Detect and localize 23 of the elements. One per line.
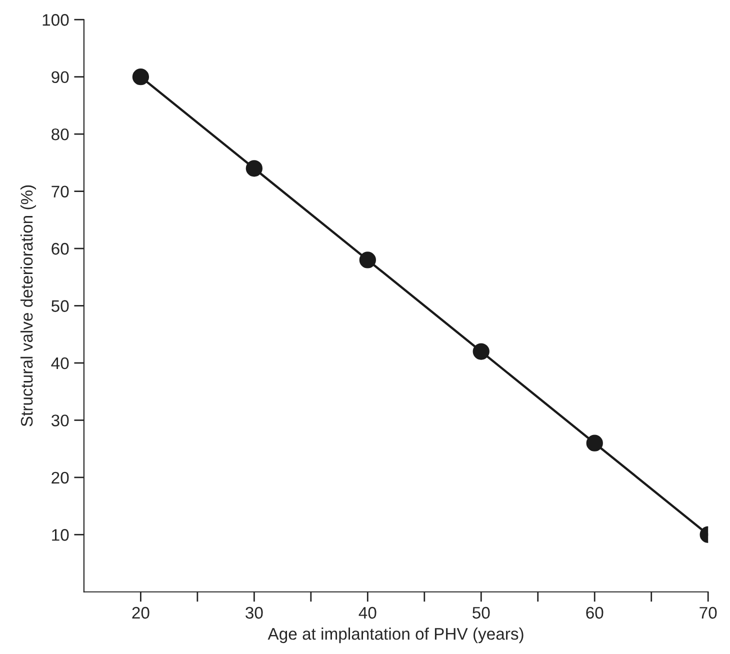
y-tick-label: 70	[52, 186, 69, 198]
x-tick-label: 30	[246, 606, 263, 619]
y-tick-label: 20	[52, 472, 69, 484]
point	[359, 252, 376, 268]
x-tick-label: 60	[586, 606, 604, 619]
y-tick-label: 10	[52, 529, 69, 541]
y-tick-label: 80	[52, 128, 69, 140]
point	[586, 434, 603, 452]
x-tick-label: 50	[472, 606, 490, 619]
x-axis-title: Age at implantation of PHV (years)	[268, 628, 524, 644]
point	[472, 343, 490, 360]
point	[246, 160, 263, 177]
y-tick-label: 50	[51, 300, 69, 312]
x-tick-label: 20	[132, 606, 150, 619]
y-tick-label: 40	[51, 357, 69, 370]
x-tick-label: 70	[700, 606, 717, 619]
y-tick-label: 90	[52, 71, 69, 84]
y-tick-label: 30	[51, 414, 69, 426]
y-axis-title: Structural valve deterioration (%)	[20, 185, 36, 426]
y-tick-label: 100	[42, 14, 69, 26]
point	[132, 68, 150, 86]
y-tick-label: 60	[52, 242, 69, 255]
x-tick-label: 40	[358, 606, 376, 619]
